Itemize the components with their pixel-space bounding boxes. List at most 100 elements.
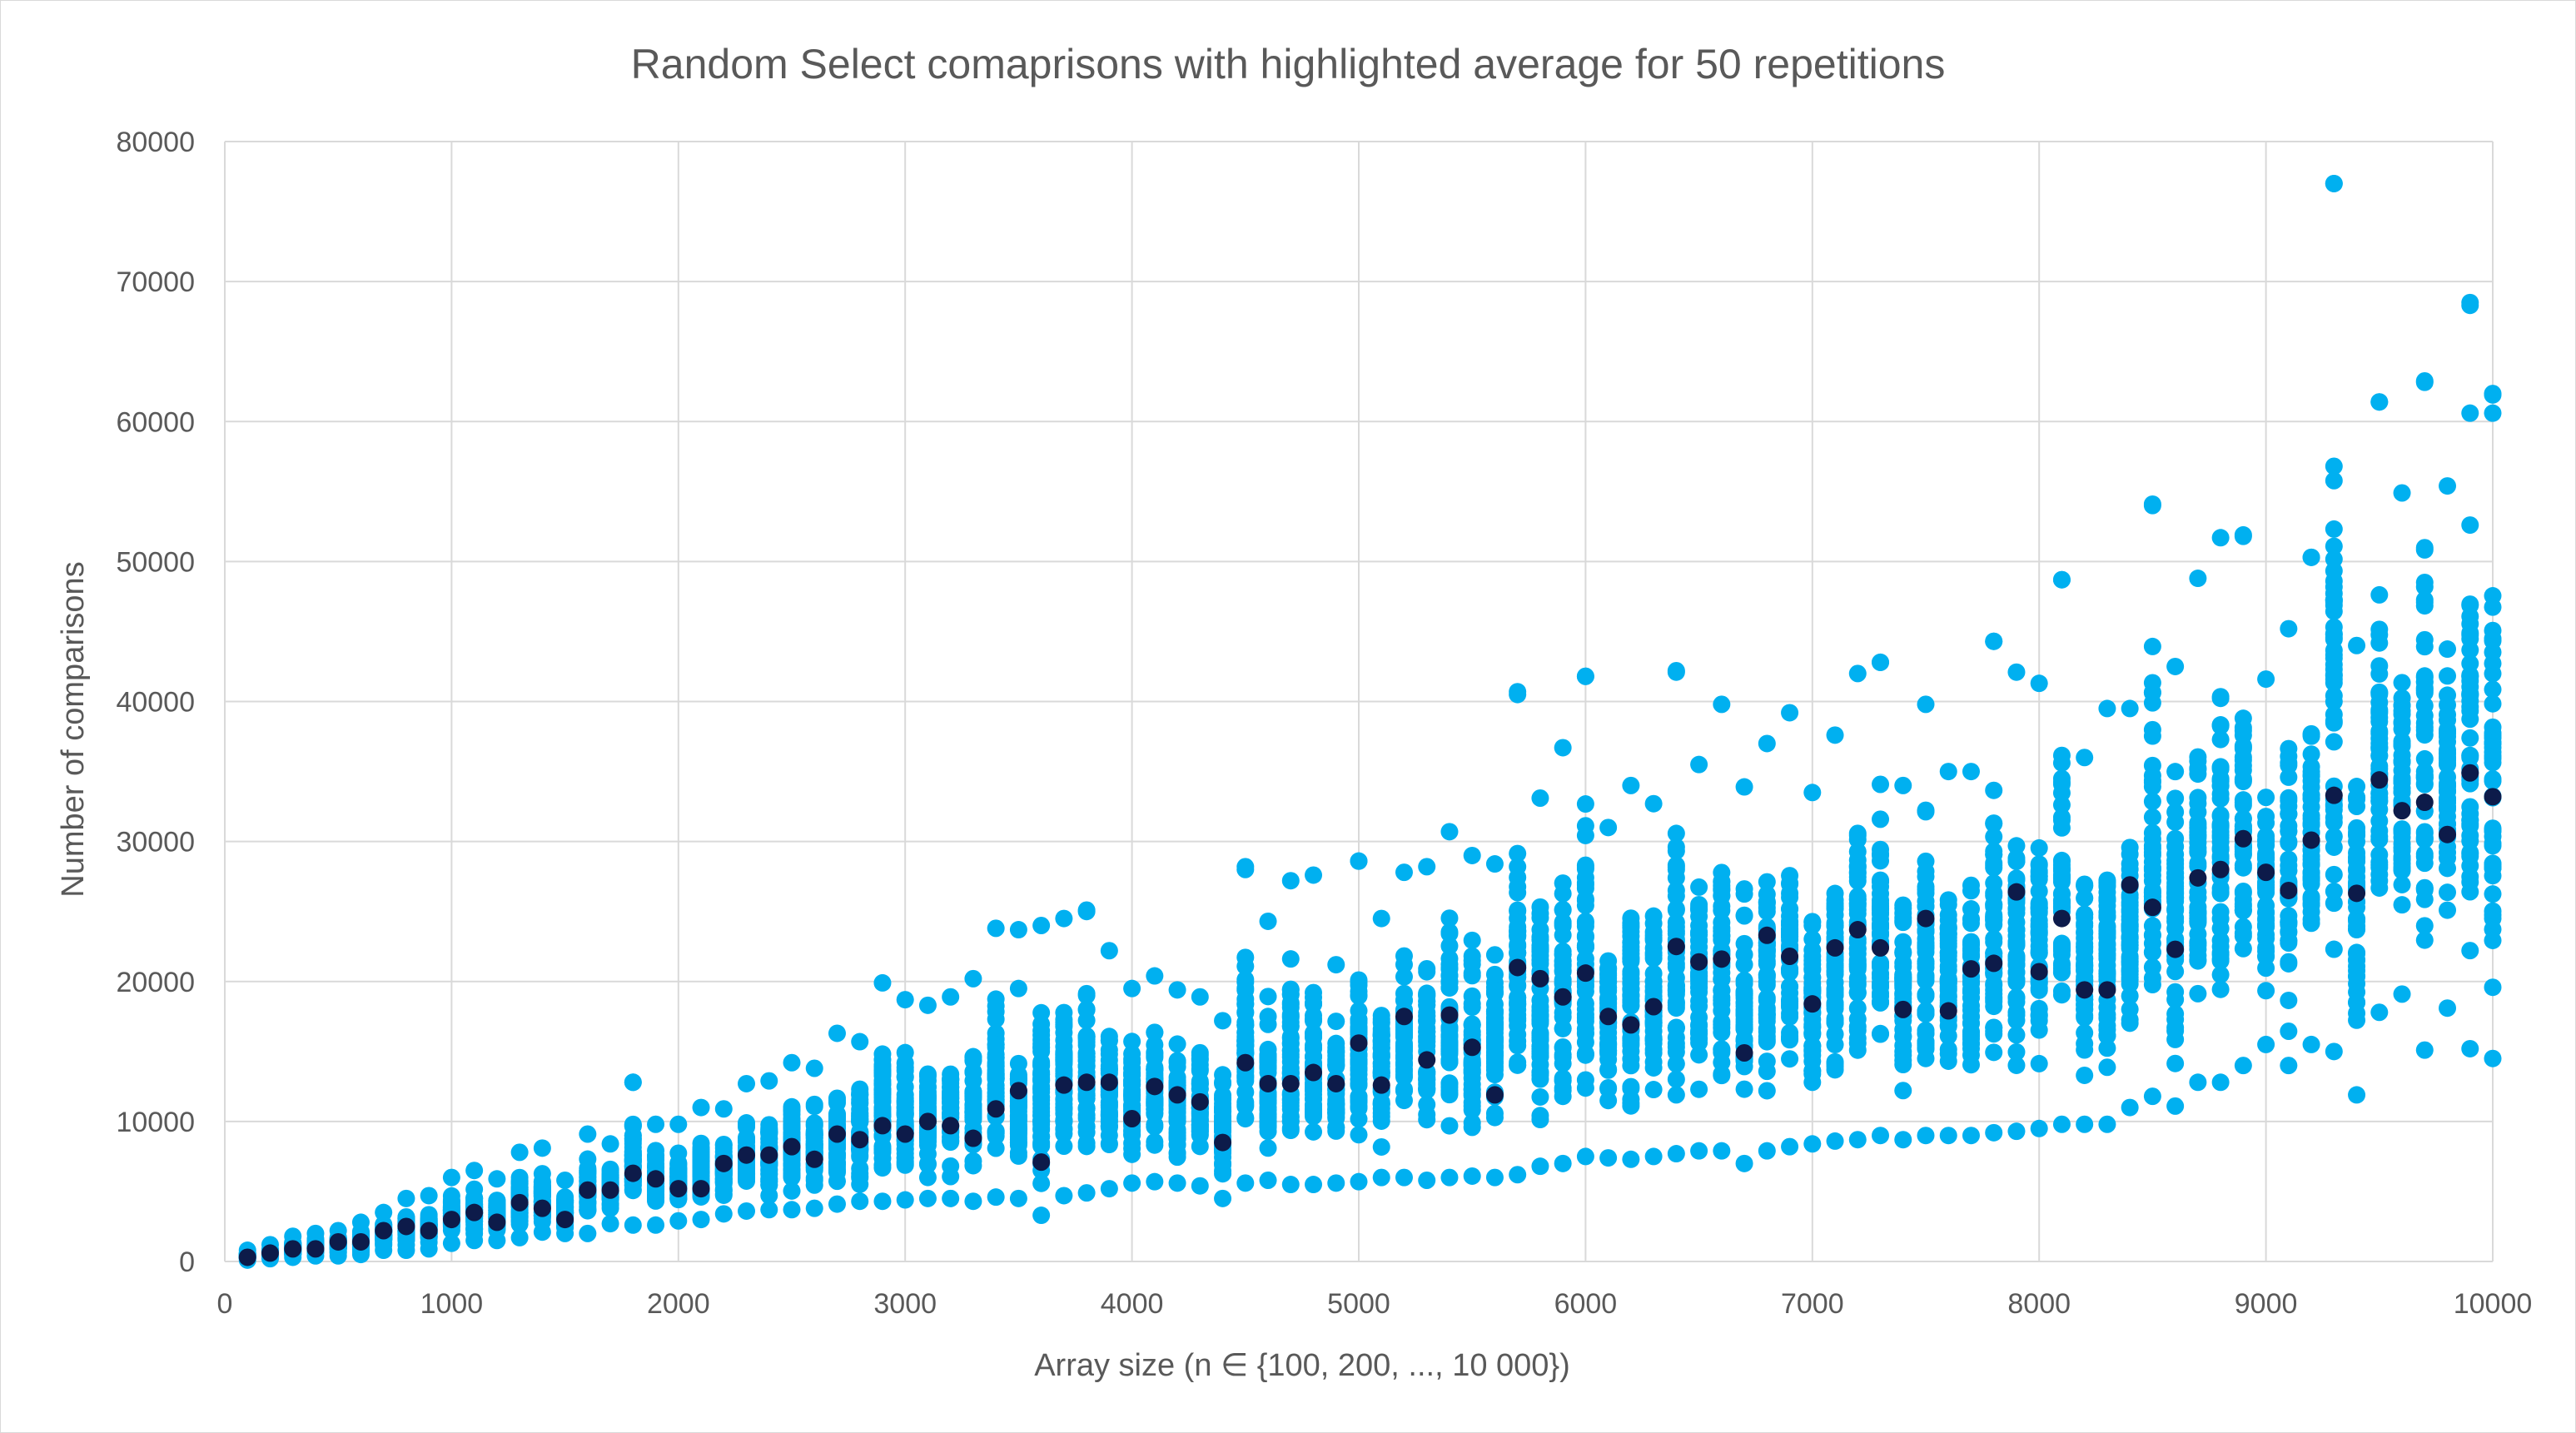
repetition-point: [1440, 1084, 1459, 1102]
repetition-point: [2302, 786, 2320, 804]
repetition-point: [1667, 824, 1685, 843]
repetition-point: [2076, 749, 2094, 767]
repetition-point: [1917, 1039, 1935, 1057]
repetition-point: [2166, 657, 2185, 675]
repetition-point: [1644, 1147, 1663, 1166]
repetition-point: [1872, 923, 1890, 942]
repetition-point: [2325, 646, 2343, 664]
repetition-point: [1214, 1113, 1232, 1132]
repetition-point: [1781, 704, 1799, 722]
repetition-point: [1781, 1137, 1799, 1156]
repetition-point: [579, 1224, 597, 1242]
repetition-point: [1305, 1176, 1323, 1194]
repetition-point: [1191, 988, 1209, 1006]
repetition-point: [1758, 1030, 1776, 1048]
repetition-point: [2211, 919, 2230, 938]
repetition-point: [1281, 1097, 1300, 1115]
repetition-point: [1395, 947, 1413, 965]
repetition-point: [1168, 1135, 1186, 1153]
repetition-point: [1214, 1012, 1232, 1030]
repetition-point: [873, 1192, 892, 1211]
repetition-point: [1644, 1030, 1663, 1048]
repetition-point: [1236, 1003, 1255, 1021]
repetition-point: [2415, 679, 2434, 697]
repetition-point: [1191, 1080, 1209, 1098]
repetition-point: [1713, 982, 1731, 1000]
repetition-point: [1009, 1189, 1027, 1207]
repetition-point: [1463, 1016, 1481, 1034]
repetition-point: [2143, 793, 2161, 811]
repetition-point: [1576, 1046, 1594, 1064]
repetition-point: [692, 1211, 710, 1229]
repetition-point: [2211, 807, 2230, 825]
repetition-point: [2415, 854, 2434, 873]
repetition-point: [1009, 1115, 1027, 1133]
repetition-point: [624, 1147, 642, 1165]
repetition-point: [1622, 933, 1640, 952]
repetition-point: [918, 1189, 937, 1207]
repetition-point: [2439, 859, 2457, 878]
repetition-point: [1372, 1137, 1390, 1156]
repetition-point: [942, 1157, 960, 1175]
repetition-point: [2370, 872, 2389, 890]
repetition-point: [1985, 1123, 2003, 1142]
repetition-point: [579, 1125, 597, 1143]
repetition-point: [783, 1201, 801, 1219]
repetition-point: [1350, 1172, 1368, 1191]
repetition-point: [1576, 1033, 1594, 1052]
repetition-point: [1985, 988, 2003, 1007]
repetition-point: [1826, 1132, 1844, 1150]
repetition-point: [714, 1100, 733, 1118]
repetition-point: [601, 1215, 619, 1233]
repetition-point: [2439, 843, 2457, 862]
repetition-point: [1236, 1016, 1255, 1034]
repetition-point: [1872, 810, 1890, 828]
repetition-point: [1644, 1081, 1663, 1099]
repetition-point: [1440, 1117, 1459, 1135]
repetition-point: [2461, 667, 2479, 685]
repetition-point: [2189, 951, 2207, 969]
repetition-point: [2461, 641, 2479, 659]
repetition-point: [1485, 1024, 1504, 1042]
repetition-point: [510, 1206, 529, 1224]
repetition-point: [1509, 883, 1527, 902]
repetition-point: [1690, 978, 1708, 997]
repetition-point: [1418, 1111, 1436, 1129]
repetition-point: [1803, 1024, 1822, 1042]
repetition-point: [1690, 1142, 1708, 1160]
repetition-point: [1872, 977, 1890, 995]
repetition-point: [2257, 982, 2275, 1000]
repetition-point: [1463, 952, 1481, 970]
repetition-point: [2076, 1041, 2094, 1059]
repetition-point: [2370, 684, 2389, 702]
repetition-point: [2393, 674, 2411, 692]
repetition-point: [1803, 1041, 1822, 1059]
repetition-point: [1055, 1125, 1073, 1143]
repetition-point: [2415, 1041, 2434, 1059]
repetition-point: [2030, 894, 2048, 913]
repetition-point: [783, 1053, 801, 1072]
repetition-point: [2461, 746, 2479, 764]
repetition-point: [1395, 863, 1413, 882]
repetition-point: [2211, 952, 2230, 970]
repetition-point: [1372, 909, 1390, 928]
repetition-point: [964, 969, 982, 988]
repetition-point: [1713, 1013, 1731, 1031]
repetition-point: [738, 1202, 756, 1220]
repetition-point: [918, 1065, 937, 1083]
repetition-point: [1372, 1104, 1390, 1122]
repetition-point: [1009, 1094, 1027, 1112]
repetition-point: [2348, 636, 2366, 654]
repetition-point: [1622, 1090, 1640, 1108]
repetition-point: [2439, 722, 2457, 740]
repetition-point: [2007, 1006, 2026, 1024]
repetition-point: [1554, 926, 1572, 944]
repetition-point: [1644, 944, 1663, 963]
repetition-point: [2030, 922, 2048, 940]
repetition-point: [2461, 729, 2479, 747]
repetition-point: [873, 1156, 892, 1174]
repetition-point: [1713, 995, 1731, 1013]
repetition-point: [2189, 912, 2207, 930]
repetition-point: [488, 1170, 506, 1188]
